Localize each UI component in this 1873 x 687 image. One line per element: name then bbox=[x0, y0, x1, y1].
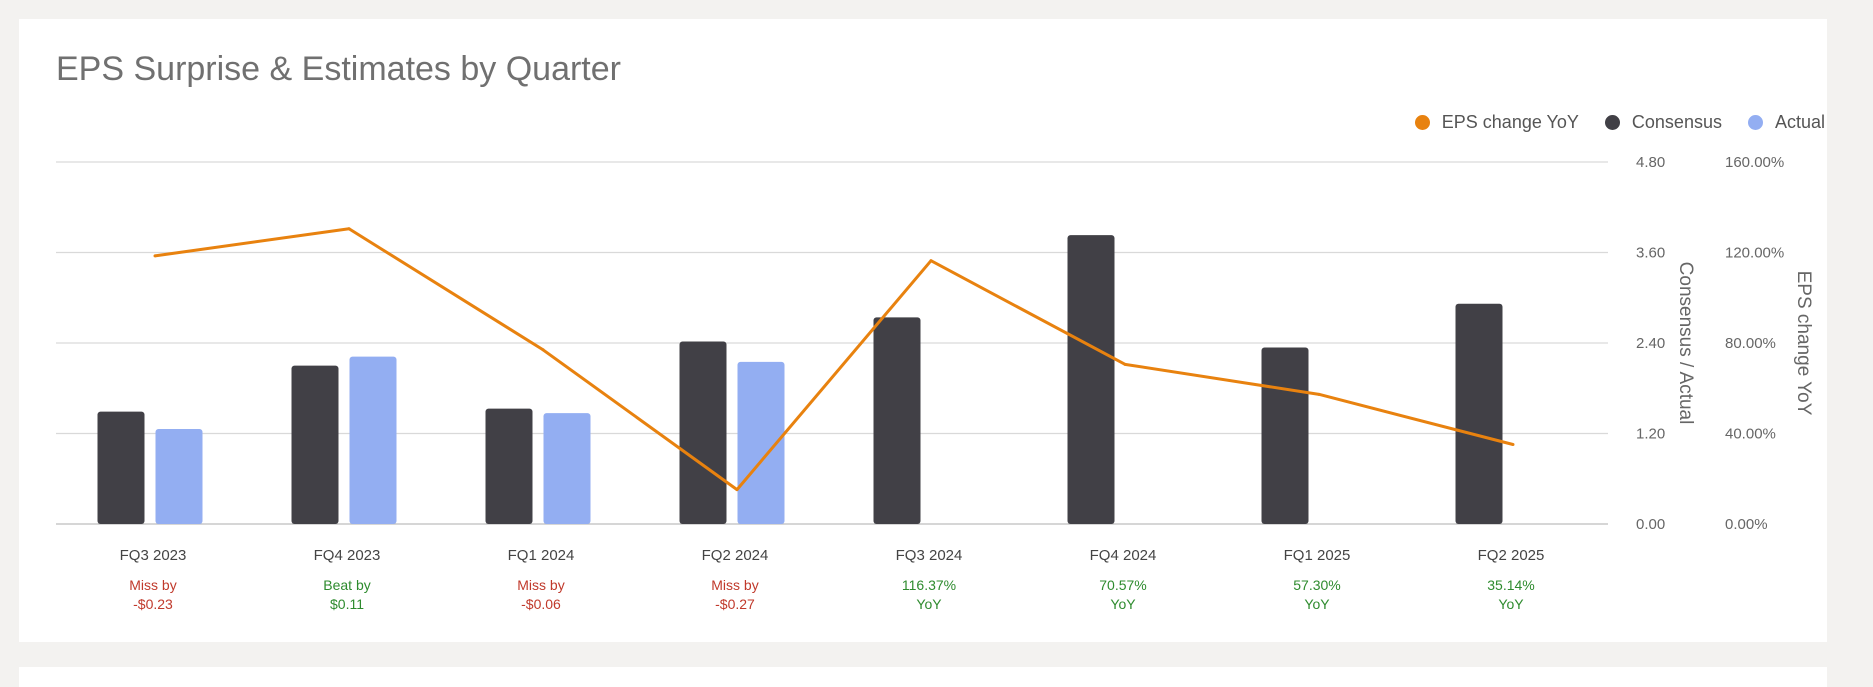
x-tick-label: FQ3 2024 bbox=[896, 547, 963, 564]
annotation-line1: 70.57% bbox=[1099, 577, 1146, 593]
y-left-tick-label: 0.00 bbox=[1636, 516, 1665, 533]
x-tick-label: FQ2 2025 bbox=[1478, 547, 1545, 564]
eps-change-point bbox=[1123, 362, 1127, 366]
eps-chart: 0.00 0.00% 1.20 40.00% 2.40 80.00% 3.60 120.00%… bbox=[56, 154, 1814, 612]
legend-item-eps-change[interactable]: EPS change YoY bbox=[1414, 111, 1579, 133]
consensus-bar bbox=[1455, 303, 1503, 524]
legend-label-actual: Actual bbox=[1774, 111, 1825, 132]
x-tick-label: FQ1 2025 bbox=[1284, 547, 1351, 564]
x-tick-label: FQ3 2023 bbox=[120, 547, 187, 564]
actual-bar bbox=[155, 428, 203, 524]
x-tick-label: FQ4 2024 bbox=[1090, 547, 1157, 564]
legend-dot-consensus bbox=[1604, 114, 1620, 130]
annotation-line1: Beat by bbox=[323, 577, 370, 593]
legend-label-eps-change: EPS change YoY bbox=[1441, 111, 1579, 132]
legend-dot-eps-change bbox=[1414, 114, 1430, 130]
legend-item-actual[interactable]: Actual bbox=[1747, 111, 1825, 133]
chart-legend: EPS change YoY Consensus Actual bbox=[1414, 110, 1825, 134]
consensus-bar bbox=[485, 408, 533, 524]
y-left-tick-label: 2.40 bbox=[1636, 335, 1665, 352]
eps-change-point bbox=[153, 254, 157, 258]
eps-change-point bbox=[541, 348, 545, 352]
consensus-bar bbox=[1261, 347, 1309, 524]
annotation-line1: Miss by bbox=[711, 577, 758, 593]
annotation-line2: YoY bbox=[916, 596, 942, 612]
consensus-bar bbox=[1067, 235, 1115, 524]
eps-change-point bbox=[1511, 442, 1515, 446]
consensus-bar bbox=[291, 365, 339, 524]
eps-change-line bbox=[154, 227, 1514, 492]
annotation-line2: YoY bbox=[1498, 596, 1524, 612]
annotation-line1: 57.30% bbox=[1293, 577, 1340, 593]
annotation-line1: Miss by bbox=[517, 577, 564, 593]
y-right-tick-label: 0.00% bbox=[1725, 516, 1768, 533]
y-right-tick-label: 40.00% bbox=[1725, 426, 1776, 443]
y-right-tick-label: 160.00% bbox=[1725, 154, 1784, 171]
eps-change-point bbox=[347, 227, 351, 231]
legend-label-consensus: Consensus bbox=[1631, 111, 1722, 132]
x-tick-label: FQ2 2024 bbox=[702, 547, 769, 564]
y-left-tick-label: 4.80 bbox=[1636, 154, 1665, 171]
eps-change-point bbox=[735, 488, 739, 492]
x-tick-label: FQ1 2024 bbox=[508, 547, 575, 564]
legend-item-consensus[interactable]: Consensus bbox=[1604, 111, 1722, 133]
y-left-tick-label: 3.60 bbox=[1636, 245, 1665, 262]
actual-bar bbox=[349, 356, 397, 524]
annotation-line2: $0.11 bbox=[330, 596, 364, 612]
consensus-bar bbox=[97, 411, 145, 524]
legend-dot-actual bbox=[1747, 114, 1763, 130]
annotation-line1: 35.14% bbox=[1487, 577, 1534, 593]
annotation-line1: 116.37% bbox=[902, 577, 956, 593]
annotation-line1: Miss by bbox=[129, 577, 176, 593]
eps-change-point bbox=[1317, 392, 1321, 396]
annotation-line2: -$0.06 bbox=[521, 596, 561, 612]
y-left-tick-label: 1.20 bbox=[1636, 426, 1665, 443]
x-tick-label: FQ4 2023 bbox=[314, 547, 381, 564]
y-right-tick-label: 120.00% bbox=[1725, 245, 1784, 262]
y-right-tick-label: 80.00% bbox=[1725, 335, 1776, 352]
chart-card bbox=[19, 19, 1827, 642]
actual-bar bbox=[737, 361, 785, 524]
consensus-bar bbox=[873, 317, 921, 524]
y-right-axis-title: EPS change YoY bbox=[1793, 271, 1814, 416]
eps-change-point bbox=[929, 259, 933, 263]
annotation-line2: YoY bbox=[1110, 596, 1136, 612]
chart-title: EPS Surprise & Estimates by Quarter bbox=[56, 50, 621, 88]
y-left-axis-title: Consensus / Actual bbox=[1675, 262, 1696, 425]
annotation-line2: -$0.27 bbox=[715, 596, 755, 612]
consensus-bar bbox=[679, 341, 727, 524]
actual-bar bbox=[543, 413, 591, 524]
annotation-line2: YoY bbox=[1304, 596, 1330, 612]
annotation-line2: -$0.23 bbox=[133, 596, 173, 612]
